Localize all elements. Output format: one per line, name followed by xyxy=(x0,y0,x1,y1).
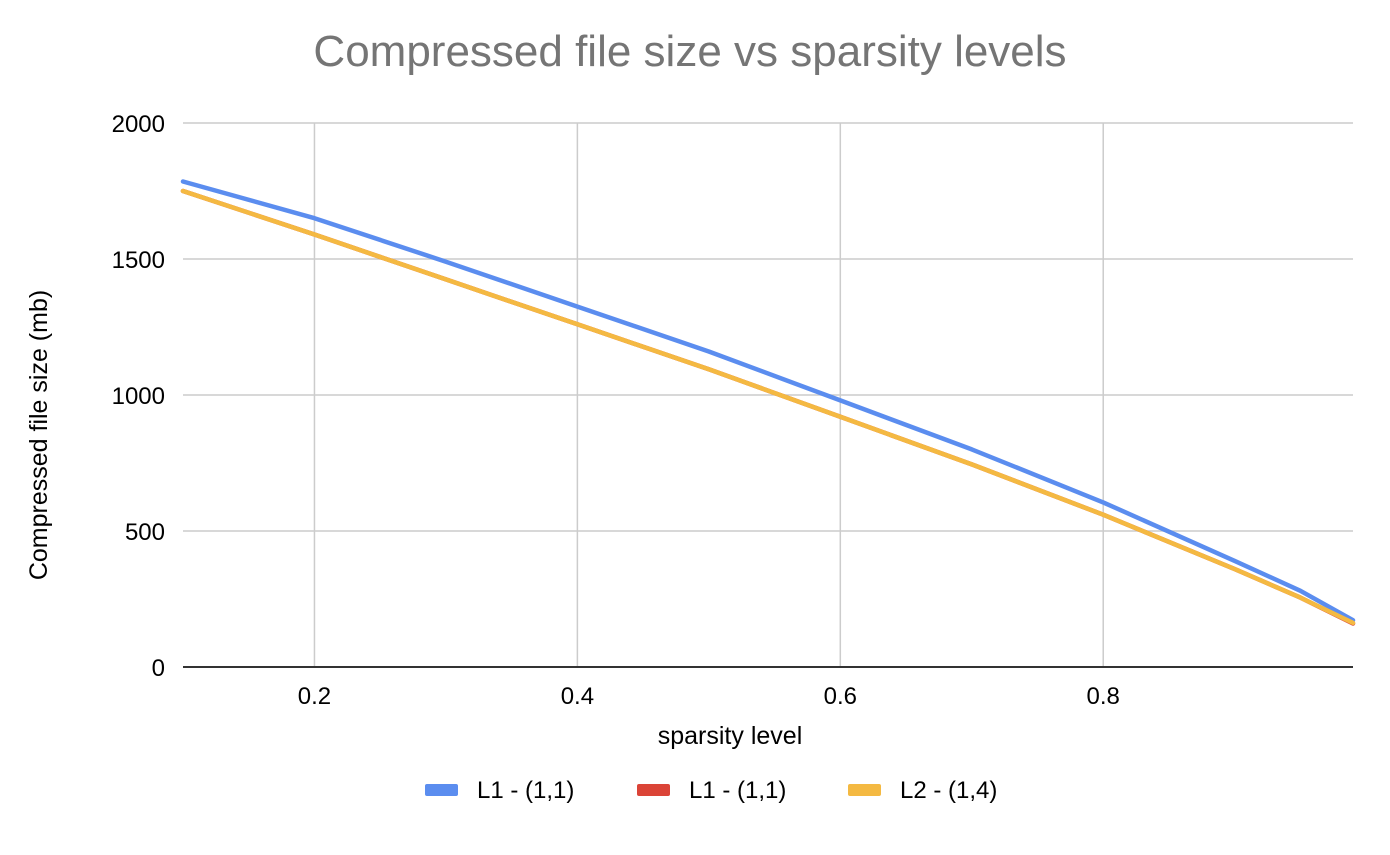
x-tick-label: 0.4 xyxy=(561,683,594,710)
legend-label: L1 - (1,1) xyxy=(689,777,786,804)
series-lines xyxy=(180,179,1356,626)
legend: L1 - (1,1) L1 - (1,1) L2 - (1,4) xyxy=(425,777,997,804)
x-tick-label: 0.6 xyxy=(824,683,857,710)
legend-item-1: L1 - (1,1) xyxy=(425,777,574,804)
grid xyxy=(183,122,1353,668)
legend-swatch xyxy=(637,784,670,796)
y-tick-label: 1500 xyxy=(112,247,165,274)
legend-item-3: L2 - (1,4) xyxy=(848,777,997,804)
chart-title: Compressed file size vs sparsity levels xyxy=(313,27,1066,76)
y-axis-label: Compressed file size (mb) xyxy=(25,290,53,580)
tick-labels: 0 500 1000 1500 2000 0.2 0.4 0.6 0.8 xyxy=(112,111,1120,710)
legend-label: L2 - (1,4) xyxy=(900,777,997,804)
y-tick-label: 500 xyxy=(125,519,165,546)
legend-swatch xyxy=(848,784,881,796)
series-line-3 xyxy=(180,188,1356,626)
series-line-1 xyxy=(180,179,1356,623)
x-tick-label: 0.8 xyxy=(1087,683,1120,710)
y-tick-label: 1000 xyxy=(112,383,165,410)
y-tick-label: 2000 xyxy=(112,111,165,138)
x-axis-label: sparsity level xyxy=(658,722,803,750)
y-tick-label: 0 xyxy=(152,655,165,682)
x-tick-label: 0.2 xyxy=(298,683,331,710)
legend-swatch xyxy=(425,784,458,796)
series-line-2 xyxy=(180,188,1356,626)
legend-label: L1 - (1,1) xyxy=(477,777,574,804)
legend-item-2: L1 - (1,1) xyxy=(637,777,786,804)
